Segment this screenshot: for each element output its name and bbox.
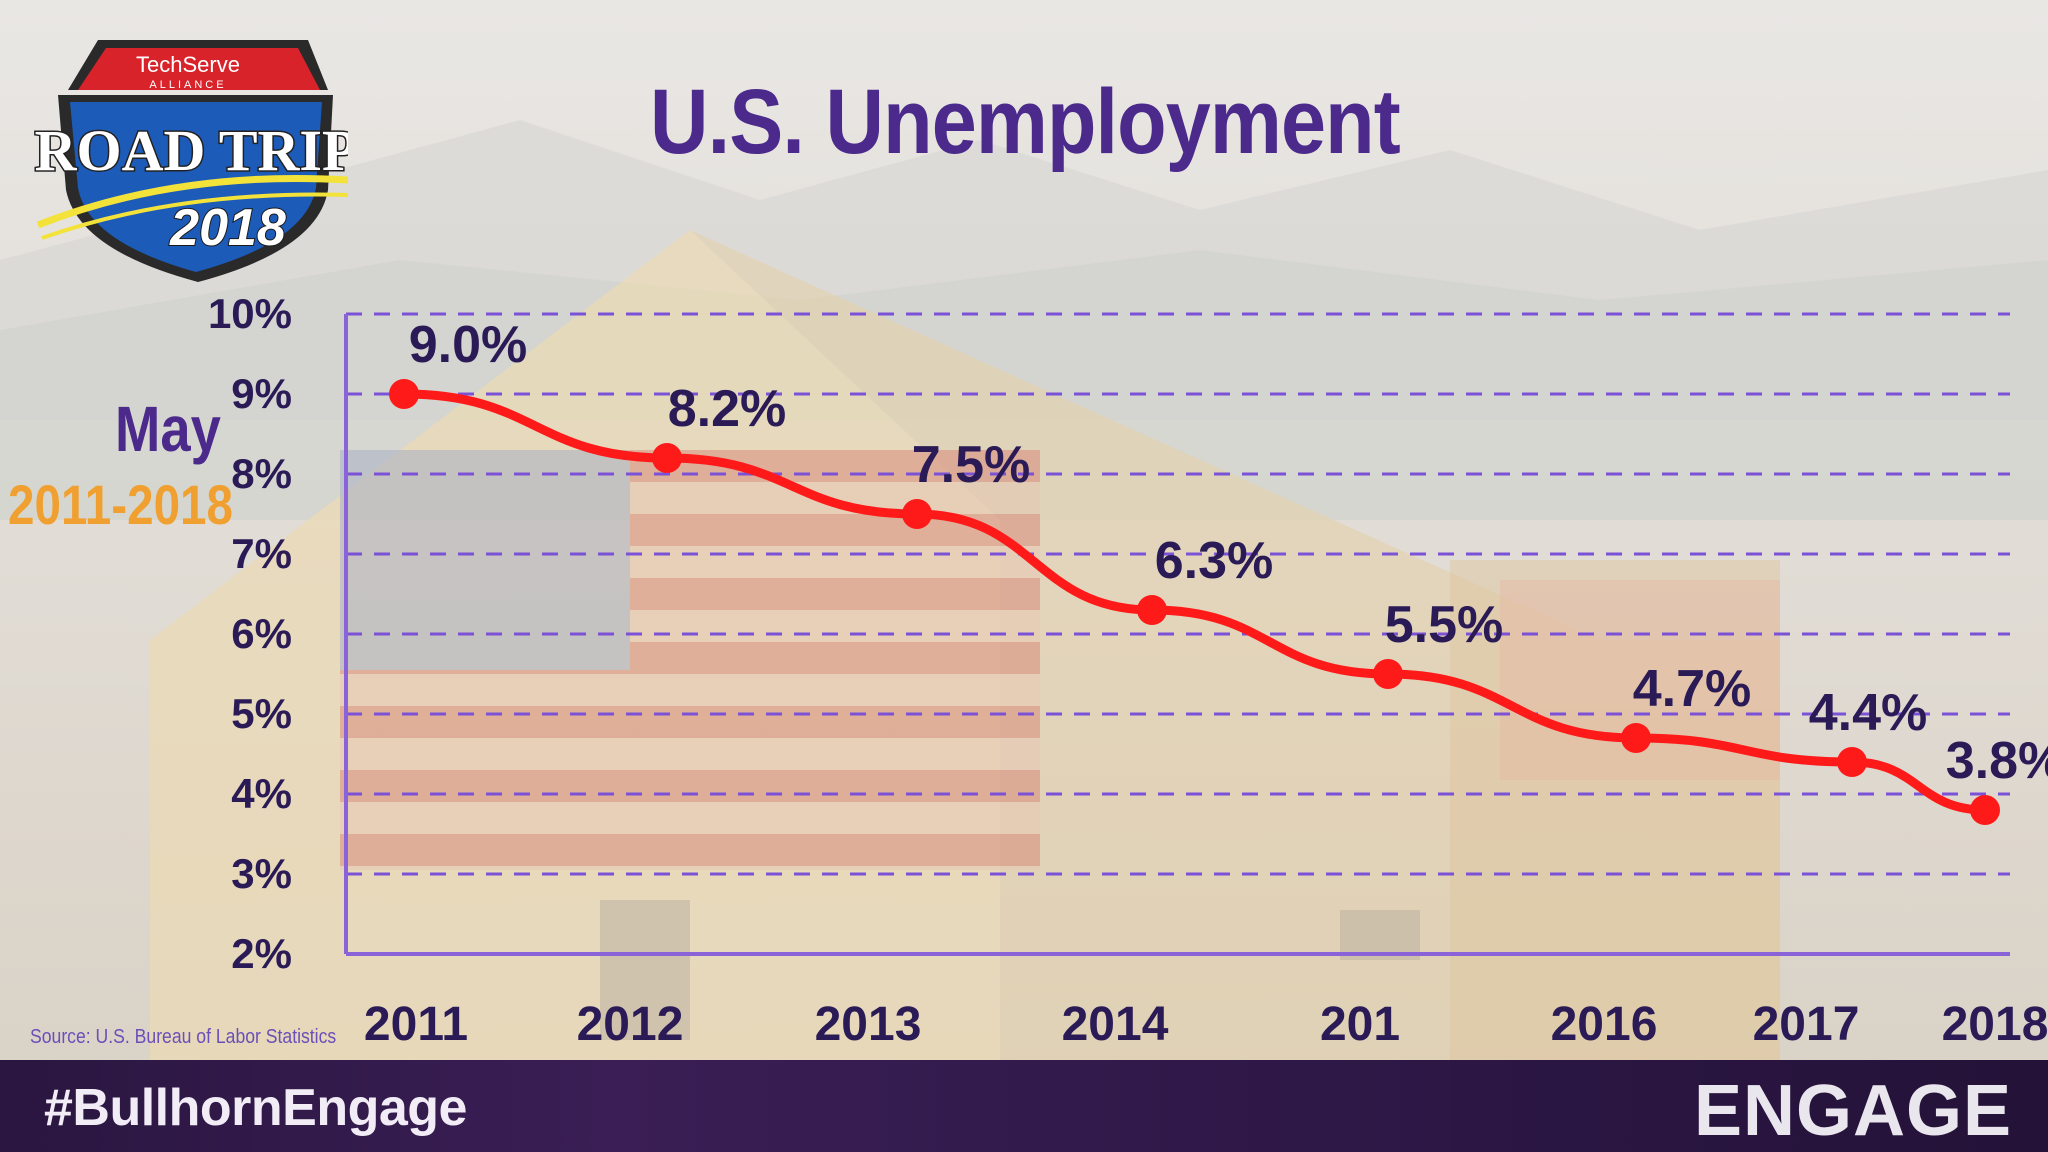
logo-event: ROAD TRIP — [35, 118, 348, 183]
data-point — [1970, 795, 2000, 825]
y-tick-label: 8% — [231, 450, 292, 497]
y-tick-label: 2% — [231, 930, 292, 977]
data-label: 5.5% — [1385, 596, 1504, 654]
source-note: Source: U.S. Bureau of Labor Statistics — [30, 1026, 337, 1048]
logo-brand: TechServe — [136, 52, 240, 77]
x-axis-ticks: 2011 2012 2013 2014 201 2016 2017 2018 — [364, 998, 2048, 1051]
axes — [344, 314, 2010, 956]
data-point — [1837, 747, 1867, 777]
data-label: 6.3% — [1155, 532, 1274, 590]
data-label: 4.4% — [1809, 684, 1928, 742]
chart-title: U.S. Unemployment — [650, 71, 1401, 173]
data-label: 7.5% — [912, 436, 1031, 494]
series-line — [399, 389, 1990, 815]
data-label: 3.8% — [1946, 732, 2048, 790]
subtitle-month: May — [115, 393, 221, 465]
barn-flag — [340, 450, 1040, 870]
y-tick-label: 6% — [231, 610, 292, 657]
data-point — [902, 499, 932, 529]
x-tick-label: 2011 — [364, 998, 468, 1051]
data-point — [1621, 723, 1651, 753]
y-tick-label: 5% — [231, 690, 292, 737]
footer-brand: ENGAGE — [1693, 1071, 2012, 1151]
data-label: 8.2% — [668, 380, 787, 438]
unemployment-line-chart: 10%9%8%7%6%5%4%3%2% 2011 2012 2013 2014 201 2… — [208, 290, 2048, 1051]
gridlines — [346, 312, 2010, 876]
x-tick-label: 2013 — [815, 998, 922, 1051]
x-tick-label: 201 — [1320, 998, 1400, 1051]
x-tick-label: 2012 — [577, 998, 684, 1051]
data-point — [1137, 595, 1167, 625]
subtitle-year-range: 2011-2018 — [8, 473, 234, 536]
y-tick-label: 9% — [231, 370, 292, 417]
data-point — [389, 379, 419, 409]
y-tick-label: 10% — [208, 290, 292, 337]
data-labels: 9.0% 8.2% 7.5% 6.3% 5.5% 4.7% 4.4% 3.8% — [409, 316, 2048, 790]
data-label: 4.7% — [1633, 660, 1752, 718]
data-points — [389, 379, 2000, 825]
road-trip-logo: TechServe ALLIANCE ROAD TRIP 2018 — [33, 40, 348, 282]
logo-year: 2018 — [169, 199, 286, 257]
y-tick-label: 3% — [231, 850, 292, 897]
footer-hashtag: #BullhornEngage — [44, 1079, 467, 1137]
footer-bar: #BullhornEngage ENGAGE — [0, 1060, 2048, 1152]
barn-background — [0, 120, 2048, 1060]
y-tick-label: 7% — [231, 530, 292, 577]
x-tick-label: 2016 — [1551, 998, 1658, 1051]
x-tick-label: 2018 — [1942, 998, 2048, 1051]
y-axis-ticks: 10% 9% 8% 7% 6% 5% 4% 3% 2% — [208, 290, 292, 977]
data-label: 9.0% — [409, 316, 528, 374]
logo-brand-sub: ALLIANCE — [149, 79, 226, 91]
x-tick-label: 2014 — [1062, 998, 1169, 1051]
data-point — [652, 443, 682, 473]
y-tick-label: 4% — [231, 770, 292, 817]
x-tick-label: 2017 — [1753, 998, 1860, 1051]
data-point — [1373, 659, 1403, 689]
